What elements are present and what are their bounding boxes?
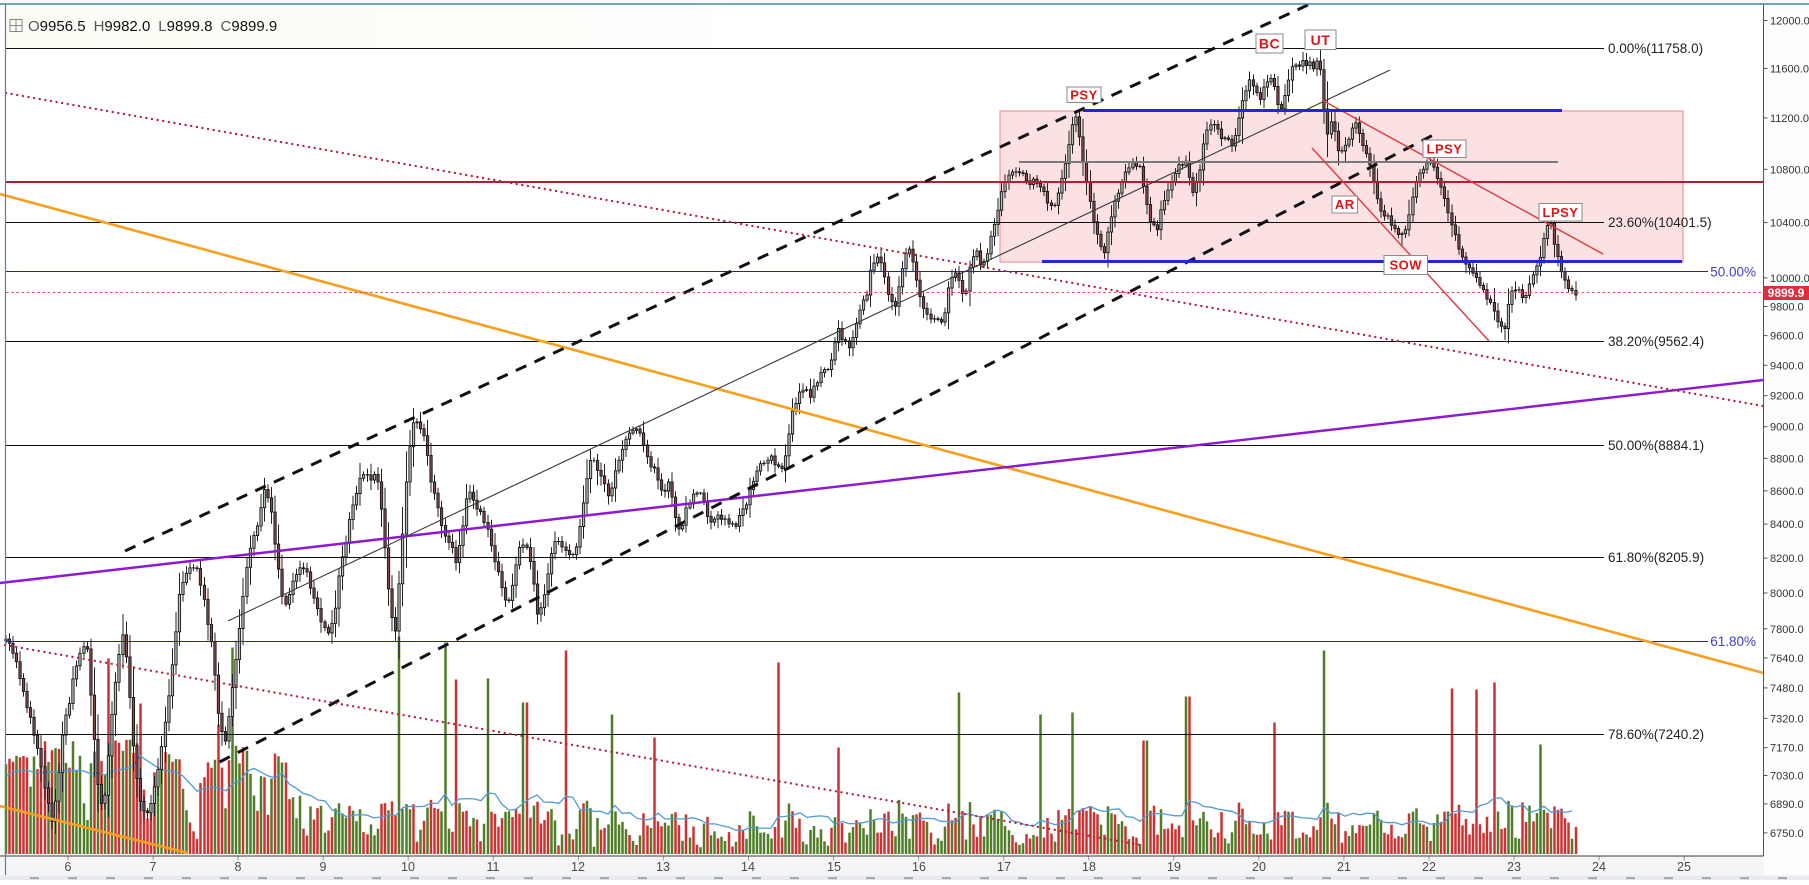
svg-text:61.80%: 61.80%: [1710, 634, 1756, 649]
svg-text:22: 22: [1422, 860, 1436, 874]
svg-text:13: 13: [656, 860, 670, 874]
svg-text:7: 7: [150, 860, 157, 874]
svg-text:12: 12: [571, 860, 585, 874]
svg-text:23.60%(10401.5): 23.60%(10401.5): [1608, 215, 1712, 230]
svg-text:6: 6: [65, 860, 72, 874]
svg-text:14: 14: [741, 860, 755, 874]
svg-text:8: 8: [235, 860, 242, 874]
svg-text:10800.0: 10800.0: [1770, 164, 1809, 176]
svg-text:LPSY: LPSY: [1427, 141, 1463, 156]
svg-text:AR: AR: [1335, 197, 1355, 212]
svg-text:19: 19: [1167, 860, 1181, 874]
svg-text:9400.0: 9400.0: [1770, 360, 1804, 372]
svg-text:50.00%(8884.1): 50.00%(8884.1): [1608, 438, 1704, 453]
svg-text:9800.0: 9800.0: [1770, 302, 1804, 314]
svg-text:50.00%: 50.00%: [1710, 265, 1756, 280]
svg-text:24: 24: [1592, 860, 1606, 874]
svg-text:9: 9: [320, 860, 327, 874]
svg-text:6890.0: 6890.0: [1770, 799, 1804, 811]
svg-text:61.80%(8205.9): 61.80%(8205.9): [1608, 550, 1704, 565]
svg-text:9600.0: 9600.0: [1770, 331, 1804, 343]
svg-text:7800.0: 7800.0: [1770, 624, 1804, 636]
svg-text:PSY: PSY: [1070, 87, 1098, 102]
svg-text:17: 17: [997, 860, 1011, 874]
svg-text:78.60%(7240.2): 78.60%(7240.2): [1608, 727, 1704, 742]
svg-text:15: 15: [827, 860, 841, 874]
svg-text:BC: BC: [1259, 36, 1280, 52]
svg-text:9899.9: 9899.9: [1768, 286, 1805, 300]
svg-text:11: 11: [487, 860, 500, 874]
svg-text:11600.0: 11600.0: [1770, 63, 1809, 75]
svg-text:38.20%(9562.4): 38.20%(9562.4): [1608, 334, 1704, 349]
svg-text:7030.0: 7030.0: [1770, 771, 1804, 783]
svg-text:9200.0: 9200.0: [1770, 391, 1804, 403]
svg-text:12000.0: 12000.0: [1770, 16, 1809, 28]
svg-text:8400.0: 8400.0: [1770, 519, 1804, 531]
svg-text:9000.0: 9000.0: [1770, 422, 1804, 434]
svg-text:8000.0: 8000.0: [1770, 588, 1804, 600]
svg-text:LPSY: LPSY: [1543, 205, 1579, 220]
svg-text:7170.0: 7170.0: [1770, 743, 1804, 755]
svg-text:21: 21: [1337, 860, 1351, 874]
svg-text:8800.0: 8800.0: [1770, 453, 1804, 465]
svg-text:7320.0: 7320.0: [1770, 713, 1804, 725]
svg-text:18: 18: [1082, 860, 1096, 874]
svg-text:6750.0: 6750.0: [1770, 828, 1804, 840]
svg-text:10: 10: [401, 860, 415, 874]
svg-text:0.00%(11758.0): 0.00%(11758.0): [1608, 41, 1703, 56]
svg-text:UT: UT: [1311, 32, 1331, 48]
svg-text:8200.0: 8200.0: [1770, 553, 1804, 565]
svg-text:8600.0: 8600.0: [1770, 486, 1804, 498]
svg-text:10400.0: 10400.0: [1770, 218, 1809, 230]
svg-text:SOW: SOW: [1389, 258, 1422, 273]
svg-text:7640.0: 7640.0: [1770, 653, 1804, 665]
svg-text:20: 20: [1252, 860, 1266, 874]
svg-text:11200.0: 11200.0: [1770, 113, 1809, 125]
svg-text:16: 16: [912, 860, 926, 874]
svg-text:25: 25: [1677, 860, 1691, 874]
svg-text:23: 23: [1507, 860, 1521, 874]
svg-text:7480.0: 7480.0: [1770, 683, 1804, 695]
svg-text:10000.0: 10000.0: [1770, 273, 1809, 285]
